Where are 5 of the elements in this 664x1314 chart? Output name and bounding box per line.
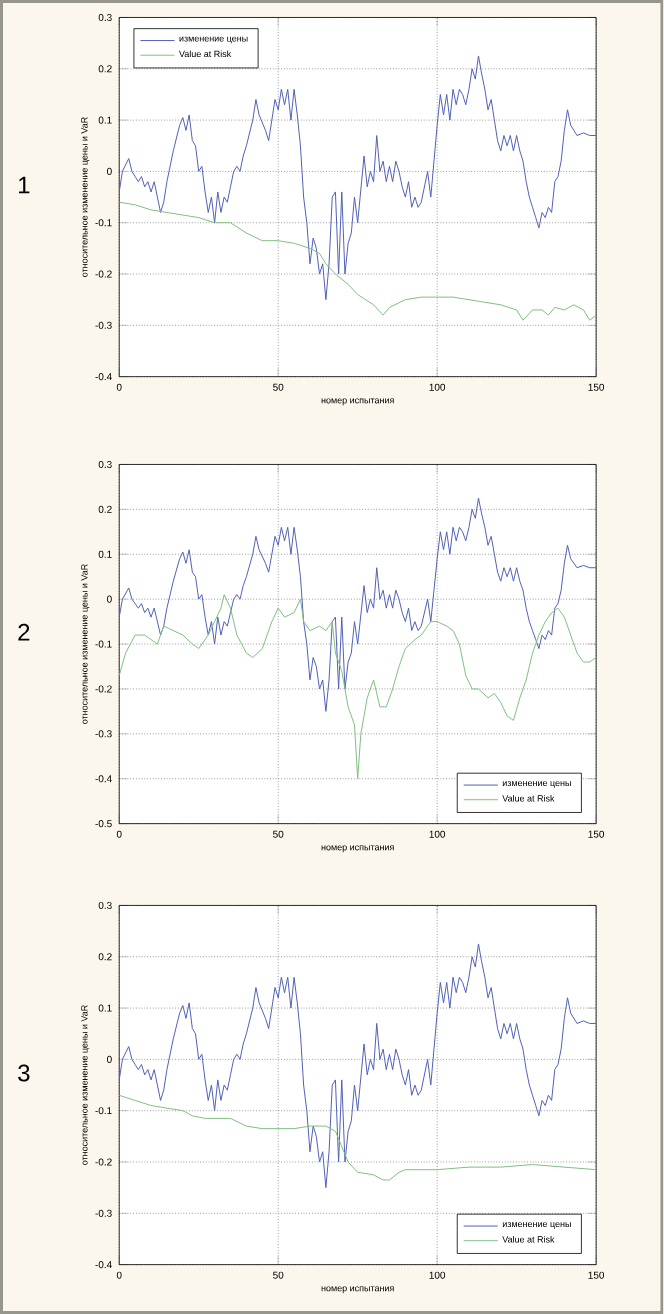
- line-series: [119, 497, 597, 712]
- text: 1: [19, 176, 30, 194]
- line-series: [119, 55, 597, 301]
- text: 3: [18, 1064, 30, 1082]
- text: 2: [18, 623, 30, 641]
